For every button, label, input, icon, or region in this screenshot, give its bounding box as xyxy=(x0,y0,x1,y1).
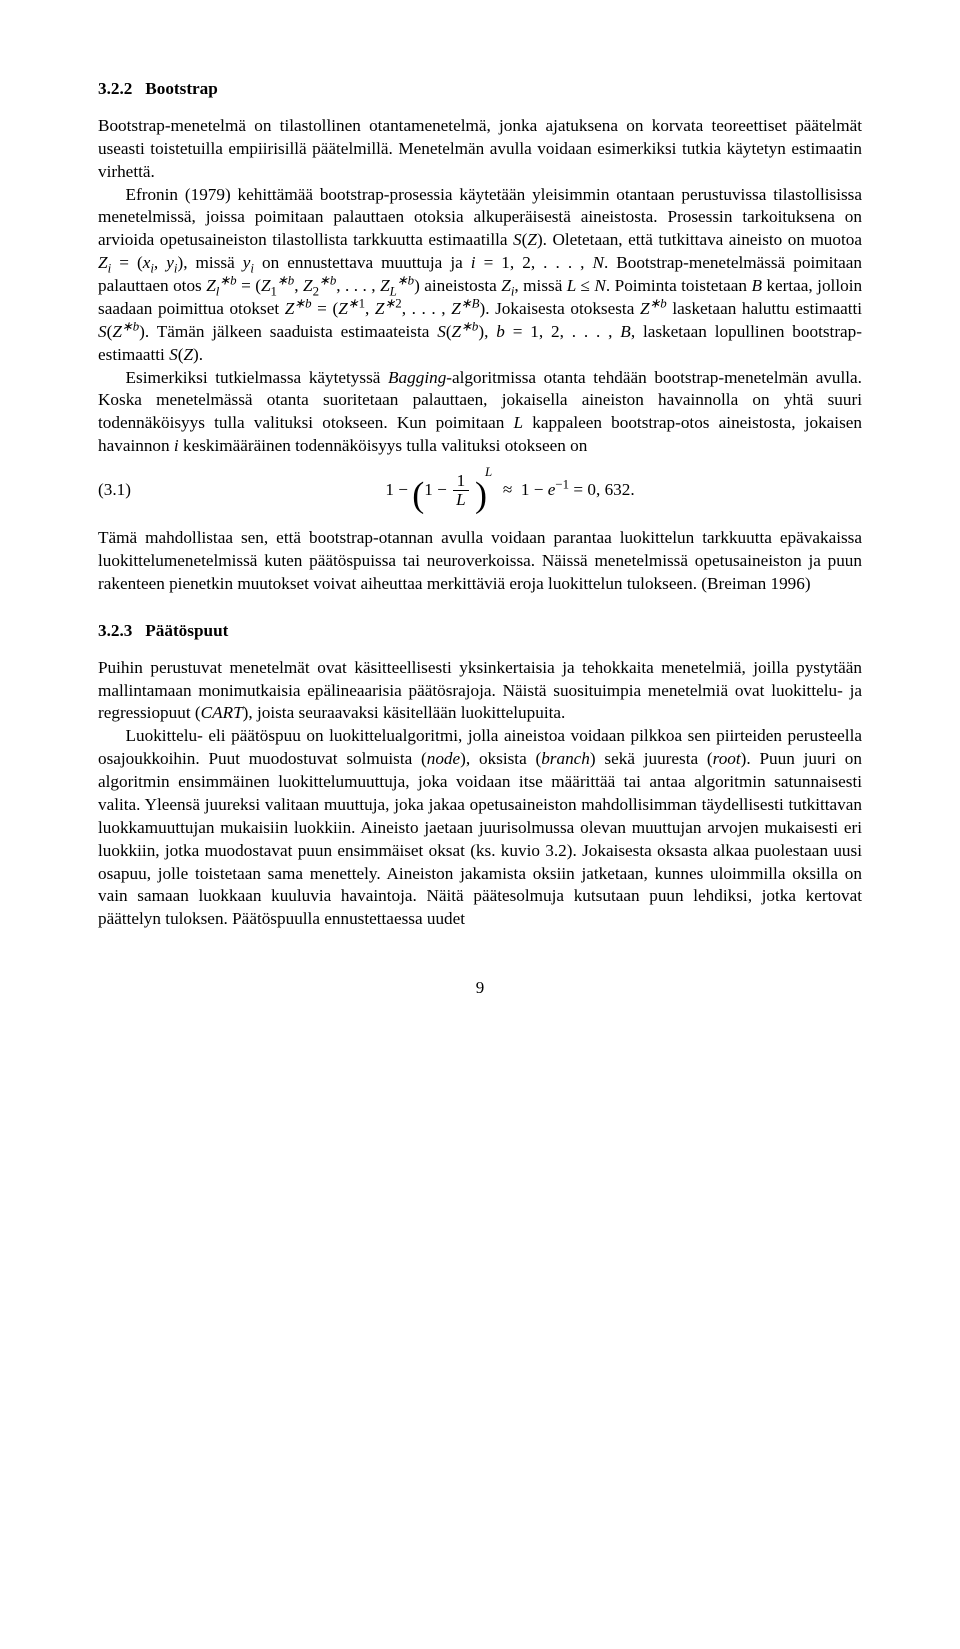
math: Zl∗b = (Z1∗b, Z2∗b, . . . , ZL∗b) xyxy=(206,276,420,295)
equation-body: 1 − (1 − 1L )L ≈ 1 − e−1 = 0, 632. xyxy=(158,472,862,509)
text: , missä xyxy=(514,276,566,295)
term-node: node xyxy=(427,749,460,768)
text: ), joista seuraavaksi käsitellään luokit… xyxy=(243,703,566,722)
text: Tämä mahdollistaa sen, että bootstrap-ot… xyxy=(98,528,862,593)
text: Bootstrap-menetelmä on tilastollinen ota… xyxy=(98,116,862,181)
paragraph: Tämä mahdollistaa sen, että bootstrap-ot… xyxy=(98,527,862,596)
paragraph: Luokittelu- eli päätöspuu on luokittelua… xyxy=(98,725,862,931)
math: S(Z∗b) xyxy=(98,322,145,341)
math: Zi xyxy=(501,276,514,295)
math: S(Z) xyxy=(169,345,199,364)
term-root: root xyxy=(713,749,741,768)
equation-3-1: (3.1) 1 − (1 − 1L )L ≈ 1 − e−1 = 0, 632. xyxy=(98,472,862,509)
text: . Tämän jälkeen saaduista estimaateista xyxy=(145,322,437,341)
term-cart: CART xyxy=(201,703,243,722)
paragraph: Bootstrap-menetelmä on tilastollinen ota… xyxy=(98,115,862,184)
text: aineistosta xyxy=(420,276,501,295)
math: B xyxy=(751,276,762,295)
term-branch: branch xyxy=(541,749,590,768)
text: on ennustettava muuttuja ja xyxy=(254,253,471,272)
math: L ≤ N xyxy=(567,276,606,295)
text: lasketaan haluttu estimaatti xyxy=(667,299,862,318)
section-number: 3.2.3 xyxy=(98,621,132,640)
text: . Poiminta toistetaan xyxy=(606,276,752,295)
text: ), oksista ( xyxy=(460,749,541,768)
math: S(Z∗b), b = 1, 2, . . . , B xyxy=(437,322,631,341)
text: . Jokaisesta otoksesta xyxy=(485,299,640,318)
math: S(Z) xyxy=(513,230,543,249)
paragraph: Efronin (1979) kehittämää bootstrap-pros… xyxy=(98,184,862,367)
section-title: Päätöspuut xyxy=(145,621,228,640)
section-number: 3.2.2 xyxy=(98,79,132,98)
text: . Oletetaan, että tutkittava aineisto on… xyxy=(543,230,862,249)
paragraph: Puihin perustuvat menetelmät ovat käsitt… xyxy=(98,657,862,726)
math: L xyxy=(514,413,524,432)
paragraph: Esimerkiksi tutkielmassa käytetyssä Bagg… xyxy=(98,367,862,459)
math: Z∗b = (Z∗1, Z∗2, . . . , Z∗B) xyxy=(285,299,485,318)
term-bagging: Bagging xyxy=(388,368,446,387)
section-title: Bootstrap xyxy=(145,79,218,98)
math: yi xyxy=(243,253,254,272)
equation-tail: = 0, 632. xyxy=(569,480,635,499)
text: . xyxy=(199,345,203,364)
text: , missä xyxy=(183,253,243,272)
text: ) sekä juuresta ( xyxy=(590,749,713,768)
math: i = 1, 2, . . . , N xyxy=(471,253,604,272)
text: keskimääräinen todennäköisyys tulla vali… xyxy=(179,436,588,455)
text: ). Puun juuri on algoritmin ensimmäinen … xyxy=(98,749,862,928)
equation-label: (3.1) xyxy=(98,479,158,502)
section-heading-decision-trees: 3.2.3 Päätöspuut xyxy=(98,620,862,643)
math: Z∗b xyxy=(640,299,667,318)
page-number: 9 xyxy=(98,977,862,1000)
text: Esimerkiksi tutkielmassa käytetyssä xyxy=(126,368,389,387)
section-heading-bootstrap: 3.2.2 Bootstrap xyxy=(98,78,862,101)
math: Zi = (xi, yi) xyxy=(98,253,183,272)
